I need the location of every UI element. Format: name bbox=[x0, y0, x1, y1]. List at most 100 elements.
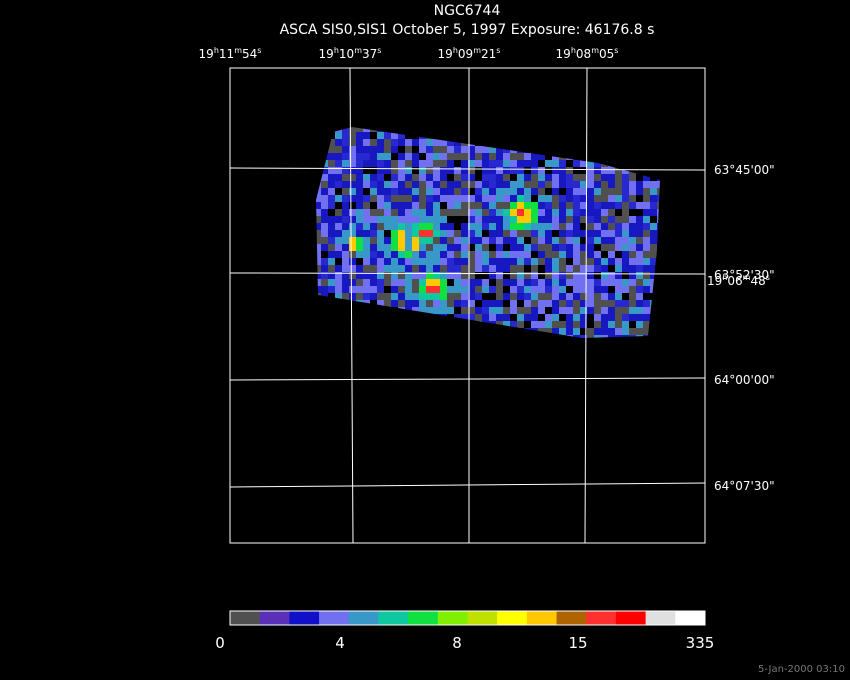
pixel bbox=[454, 153, 461, 160]
pixel bbox=[398, 265, 405, 272]
pixel bbox=[419, 272, 426, 279]
pixel bbox=[615, 258, 622, 265]
pixel bbox=[356, 195, 363, 202]
pixel bbox=[615, 223, 622, 230]
pixel bbox=[496, 251, 503, 258]
pixel bbox=[447, 279, 454, 286]
pixel bbox=[580, 335, 587, 338]
pixel bbox=[594, 265, 601, 272]
unit: m bbox=[743, 273, 751, 282]
pixel bbox=[650, 216, 657, 223]
unit: h bbox=[571, 46, 576, 55]
pixel bbox=[412, 265, 419, 272]
pixel bbox=[531, 216, 538, 223]
pixel bbox=[517, 181, 524, 188]
pixel bbox=[356, 272, 363, 279]
pixel bbox=[496, 307, 503, 314]
pixel bbox=[412, 307, 419, 314]
unit: h bbox=[334, 46, 339, 55]
pixel bbox=[447, 265, 454, 272]
pixel bbox=[426, 293, 433, 300]
pixel bbox=[524, 223, 531, 230]
pixel bbox=[587, 223, 594, 230]
pixel bbox=[643, 174, 650, 181]
pixel bbox=[321, 244, 328, 251]
ra-label: 19h11m54s bbox=[199, 46, 262, 61]
pixel bbox=[447, 223, 454, 230]
pixel bbox=[503, 307, 510, 314]
colorbar: 0 4 8 15 335 bbox=[215, 610, 715, 652]
pixel bbox=[475, 265, 482, 272]
pixel bbox=[342, 286, 349, 293]
pixel bbox=[316, 223, 321, 230]
pixel bbox=[636, 314, 643, 321]
pixel bbox=[510, 314, 517, 321]
color-swatch bbox=[348, 611, 379, 625]
pixel bbox=[363, 195, 370, 202]
pixel bbox=[636, 188, 643, 195]
pixel bbox=[573, 223, 580, 230]
pixel bbox=[524, 216, 531, 223]
pixel bbox=[391, 230, 398, 237]
pixel bbox=[636, 223, 643, 230]
pixel bbox=[384, 230, 391, 237]
ra-label: 19h09m21s bbox=[438, 46, 501, 61]
pixel bbox=[503, 286, 510, 293]
pixel bbox=[496, 174, 503, 181]
pixel bbox=[335, 153, 342, 160]
pixel bbox=[559, 258, 566, 265]
pixel bbox=[370, 272, 377, 279]
pixel bbox=[321, 174, 328, 181]
pixel bbox=[370, 139, 377, 146]
pixel bbox=[566, 314, 573, 321]
pixel bbox=[489, 160, 496, 167]
pixel bbox=[657, 195, 660, 202]
pixel bbox=[573, 195, 580, 202]
pixel bbox=[454, 272, 461, 279]
pixel bbox=[650, 209, 657, 216]
pixel bbox=[580, 216, 587, 223]
pixel bbox=[573, 209, 580, 216]
pixel bbox=[461, 272, 468, 279]
pixel bbox=[489, 300, 496, 307]
pixel bbox=[559, 167, 566, 174]
pixel bbox=[316, 279, 321, 286]
pixel bbox=[489, 202, 496, 209]
number: 19 bbox=[707, 274, 722, 288]
pixel bbox=[398, 300, 405, 307]
pixel bbox=[433, 265, 440, 272]
pixel bbox=[531, 244, 538, 251]
pixel bbox=[524, 237, 531, 244]
pixel bbox=[370, 202, 377, 209]
pixel bbox=[503, 258, 510, 265]
colorbar-label: 335 bbox=[686, 634, 715, 652]
pixel bbox=[342, 230, 349, 237]
pixel bbox=[391, 286, 398, 293]
pixel bbox=[580, 181, 587, 188]
pixel bbox=[594, 321, 601, 328]
pixel bbox=[496, 272, 503, 279]
pixel bbox=[398, 202, 405, 209]
pixel bbox=[433, 160, 440, 167]
pixel bbox=[510, 258, 517, 265]
pixel bbox=[426, 279, 433, 286]
pixel bbox=[363, 286, 370, 293]
pixel bbox=[615, 314, 622, 321]
pixel bbox=[419, 237, 426, 244]
pixel bbox=[398, 132, 405, 139]
pixel bbox=[559, 160, 566, 167]
pixel bbox=[454, 146, 461, 153]
pixel bbox=[412, 174, 419, 181]
pixel bbox=[538, 237, 545, 244]
pixel bbox=[328, 258, 335, 265]
pixel bbox=[412, 209, 419, 216]
pixel bbox=[531, 153, 538, 160]
pixel bbox=[552, 328, 559, 335]
pixel bbox=[496, 286, 503, 293]
pixel bbox=[517, 209, 524, 216]
pixel bbox=[552, 265, 559, 272]
pixel bbox=[608, 251, 615, 258]
pixel bbox=[629, 251, 636, 258]
pixel bbox=[601, 293, 608, 300]
pixel bbox=[342, 188, 349, 195]
